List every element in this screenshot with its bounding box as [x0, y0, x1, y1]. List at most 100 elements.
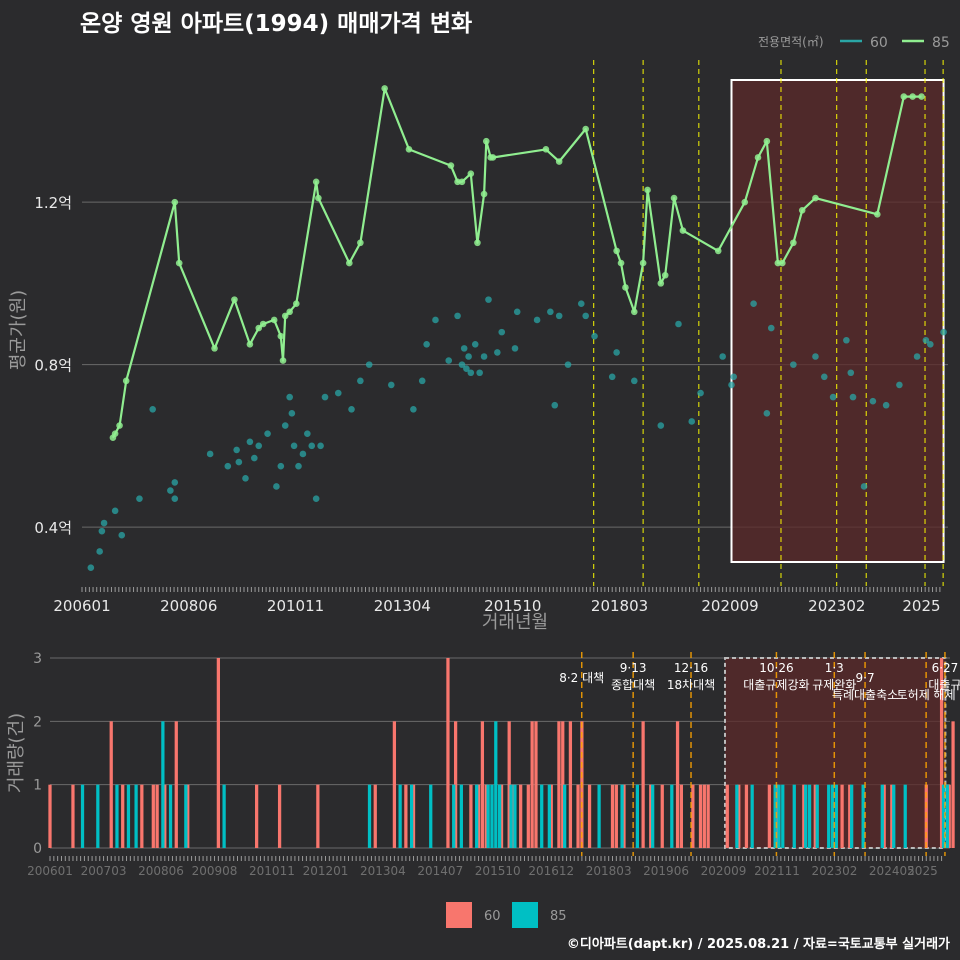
series-60-point: [467, 369, 475, 377]
series-60-point: [533, 316, 541, 324]
series-60-point: [555, 312, 563, 320]
bar-60: [469, 784, 473, 848]
series-60-point: [513, 308, 521, 316]
legend-title: 전용면적(㎡): [758, 35, 824, 49]
bar-60: [277, 784, 282, 848]
series-85-point: [555, 158, 563, 165]
series-60-point: [719, 353, 726, 360]
bar-60: [840, 784, 844, 848]
bar-85: [597, 784, 601, 848]
x-tick-label: 201803: [591, 597, 648, 615]
series-60-point: [485, 296, 492, 303]
bar-60: [675, 721, 680, 848]
series-60-point: [290, 442, 298, 450]
series-60-point: [498, 328, 506, 336]
series-60-point: [251, 454, 258, 462]
series-85-point: [279, 357, 287, 364]
bar-60: [155, 784, 159, 848]
series-85-point: [292, 300, 300, 307]
series-60-point: [100, 519, 108, 527]
series-85-point: [900, 93, 908, 100]
policy-label: 1·3: [825, 661, 844, 675]
y-tick-label: 0.8억: [34, 357, 72, 375]
series-85-point: [116, 422, 123, 429]
series-60-point: [281, 422, 289, 429]
bar-85: [513, 784, 517, 848]
bar-y-tick-label: 3: [33, 651, 42, 667]
series-60-point: [688, 418, 696, 425]
bar-x-tick-label: 202111: [754, 864, 800, 878]
series-60-point: [454, 312, 461, 320]
bar-60: [174, 721, 178, 848]
bar-85: [494, 721, 498, 848]
bar-85: [830, 784, 835, 848]
bar-85: [409, 784, 414, 848]
bar-85: [792, 784, 796, 848]
bar-60: [476, 784, 481, 848]
series-85-point: [231, 296, 238, 303]
bar-85: [834, 784, 838, 848]
bar-60: [316, 784, 320, 848]
bar-60: [216, 658, 220, 848]
series-85-point: [381, 85, 388, 92]
series-85-point: [281, 312, 289, 320]
bar-60: [71, 784, 75, 848]
series-85-point: [582, 125, 589, 133]
series-60-point: [321, 393, 329, 401]
bar-60: [610, 784, 615, 848]
bar-60: [534, 721, 538, 848]
bar-x-tick-label: 201906: [643, 864, 689, 878]
series-85-point: [480, 190, 488, 198]
series-85-point: [874, 211, 881, 218]
bar-60: [557, 721, 561, 848]
bar-60: [813, 784, 817, 848]
series-60-point: [763, 410, 771, 417]
series-85-point: [670, 194, 678, 202]
series-85-point: [741, 198, 749, 206]
source-footer: ©디아파트(dapt.kr) / 2025.08.21 / 자료=국토교통부 실…: [566, 937, 950, 952]
bar-85: [459, 784, 463, 848]
series-60-point: [913, 353, 921, 360]
series-85-point: [639, 259, 647, 267]
bar-60: [660, 784, 664, 848]
series-85-point: [122, 377, 130, 385]
bar-85: [941, 784, 946, 848]
series-85-point: [714, 247, 722, 255]
series-60-point: [387, 381, 395, 389]
series-60-point: [547, 308, 554, 316]
series-85-point: [171, 198, 179, 206]
series-60-point: [171, 479, 179, 486]
series-60-point: [476, 369, 483, 377]
series-85-point: [474, 239, 481, 247]
bar-60: [649, 784, 653, 848]
series-60-point: [308, 442, 316, 450]
policy-label: 8·2 대책: [559, 670, 604, 685]
x-tick-label: 2025: [902, 597, 940, 615]
bar-60: [691, 784, 695, 848]
x-tick-label: 201011: [267, 597, 324, 615]
bar-85: [651, 784, 655, 848]
bar-60: [373, 784, 377, 848]
series-85-point: [657, 280, 665, 287]
bar-85: [635, 784, 639, 848]
series-60-point: [869, 397, 877, 405]
series-60-point: [149, 405, 156, 413]
series-60-point: [233, 446, 240, 454]
series-60-point: [171, 495, 179, 502]
series-60-point: [582, 312, 589, 320]
series-60-point: [657, 422, 665, 429]
policy-label: 규제완화: [812, 678, 856, 692]
series-60-point: [927, 341, 934, 348]
policy-label: 종합대책: [611, 677, 655, 692]
bar-x-tick-label: 200908: [192, 864, 238, 878]
bar-85: [161, 721, 165, 848]
bar-85: [547, 784, 551, 848]
legend-label-60: 60: [870, 35, 888, 51]
legend-label-85: 85: [932, 35, 950, 51]
series-60-point: [304, 430, 311, 437]
bar-85: [773, 784, 777, 848]
series-60-point: [423, 341, 430, 348]
series-60-point: [312, 495, 320, 502]
bar-60: [255, 784, 259, 848]
